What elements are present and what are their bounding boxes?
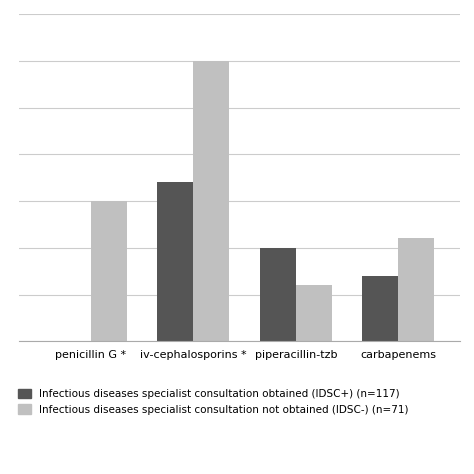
Bar [260, 248, 296, 341]
Bar [296, 285, 332, 341]
Bar [157, 182, 193, 341]
Bar [91, 201, 127, 341]
Bar [193, 61, 229, 341]
Bar [363, 276, 398, 341]
Legend: Infectious diseases specialist consultation obtained (IDSC+) (n=117), Infectious: Infectious diseases specialist consultat… [15, 386, 412, 418]
Bar [398, 238, 434, 341]
